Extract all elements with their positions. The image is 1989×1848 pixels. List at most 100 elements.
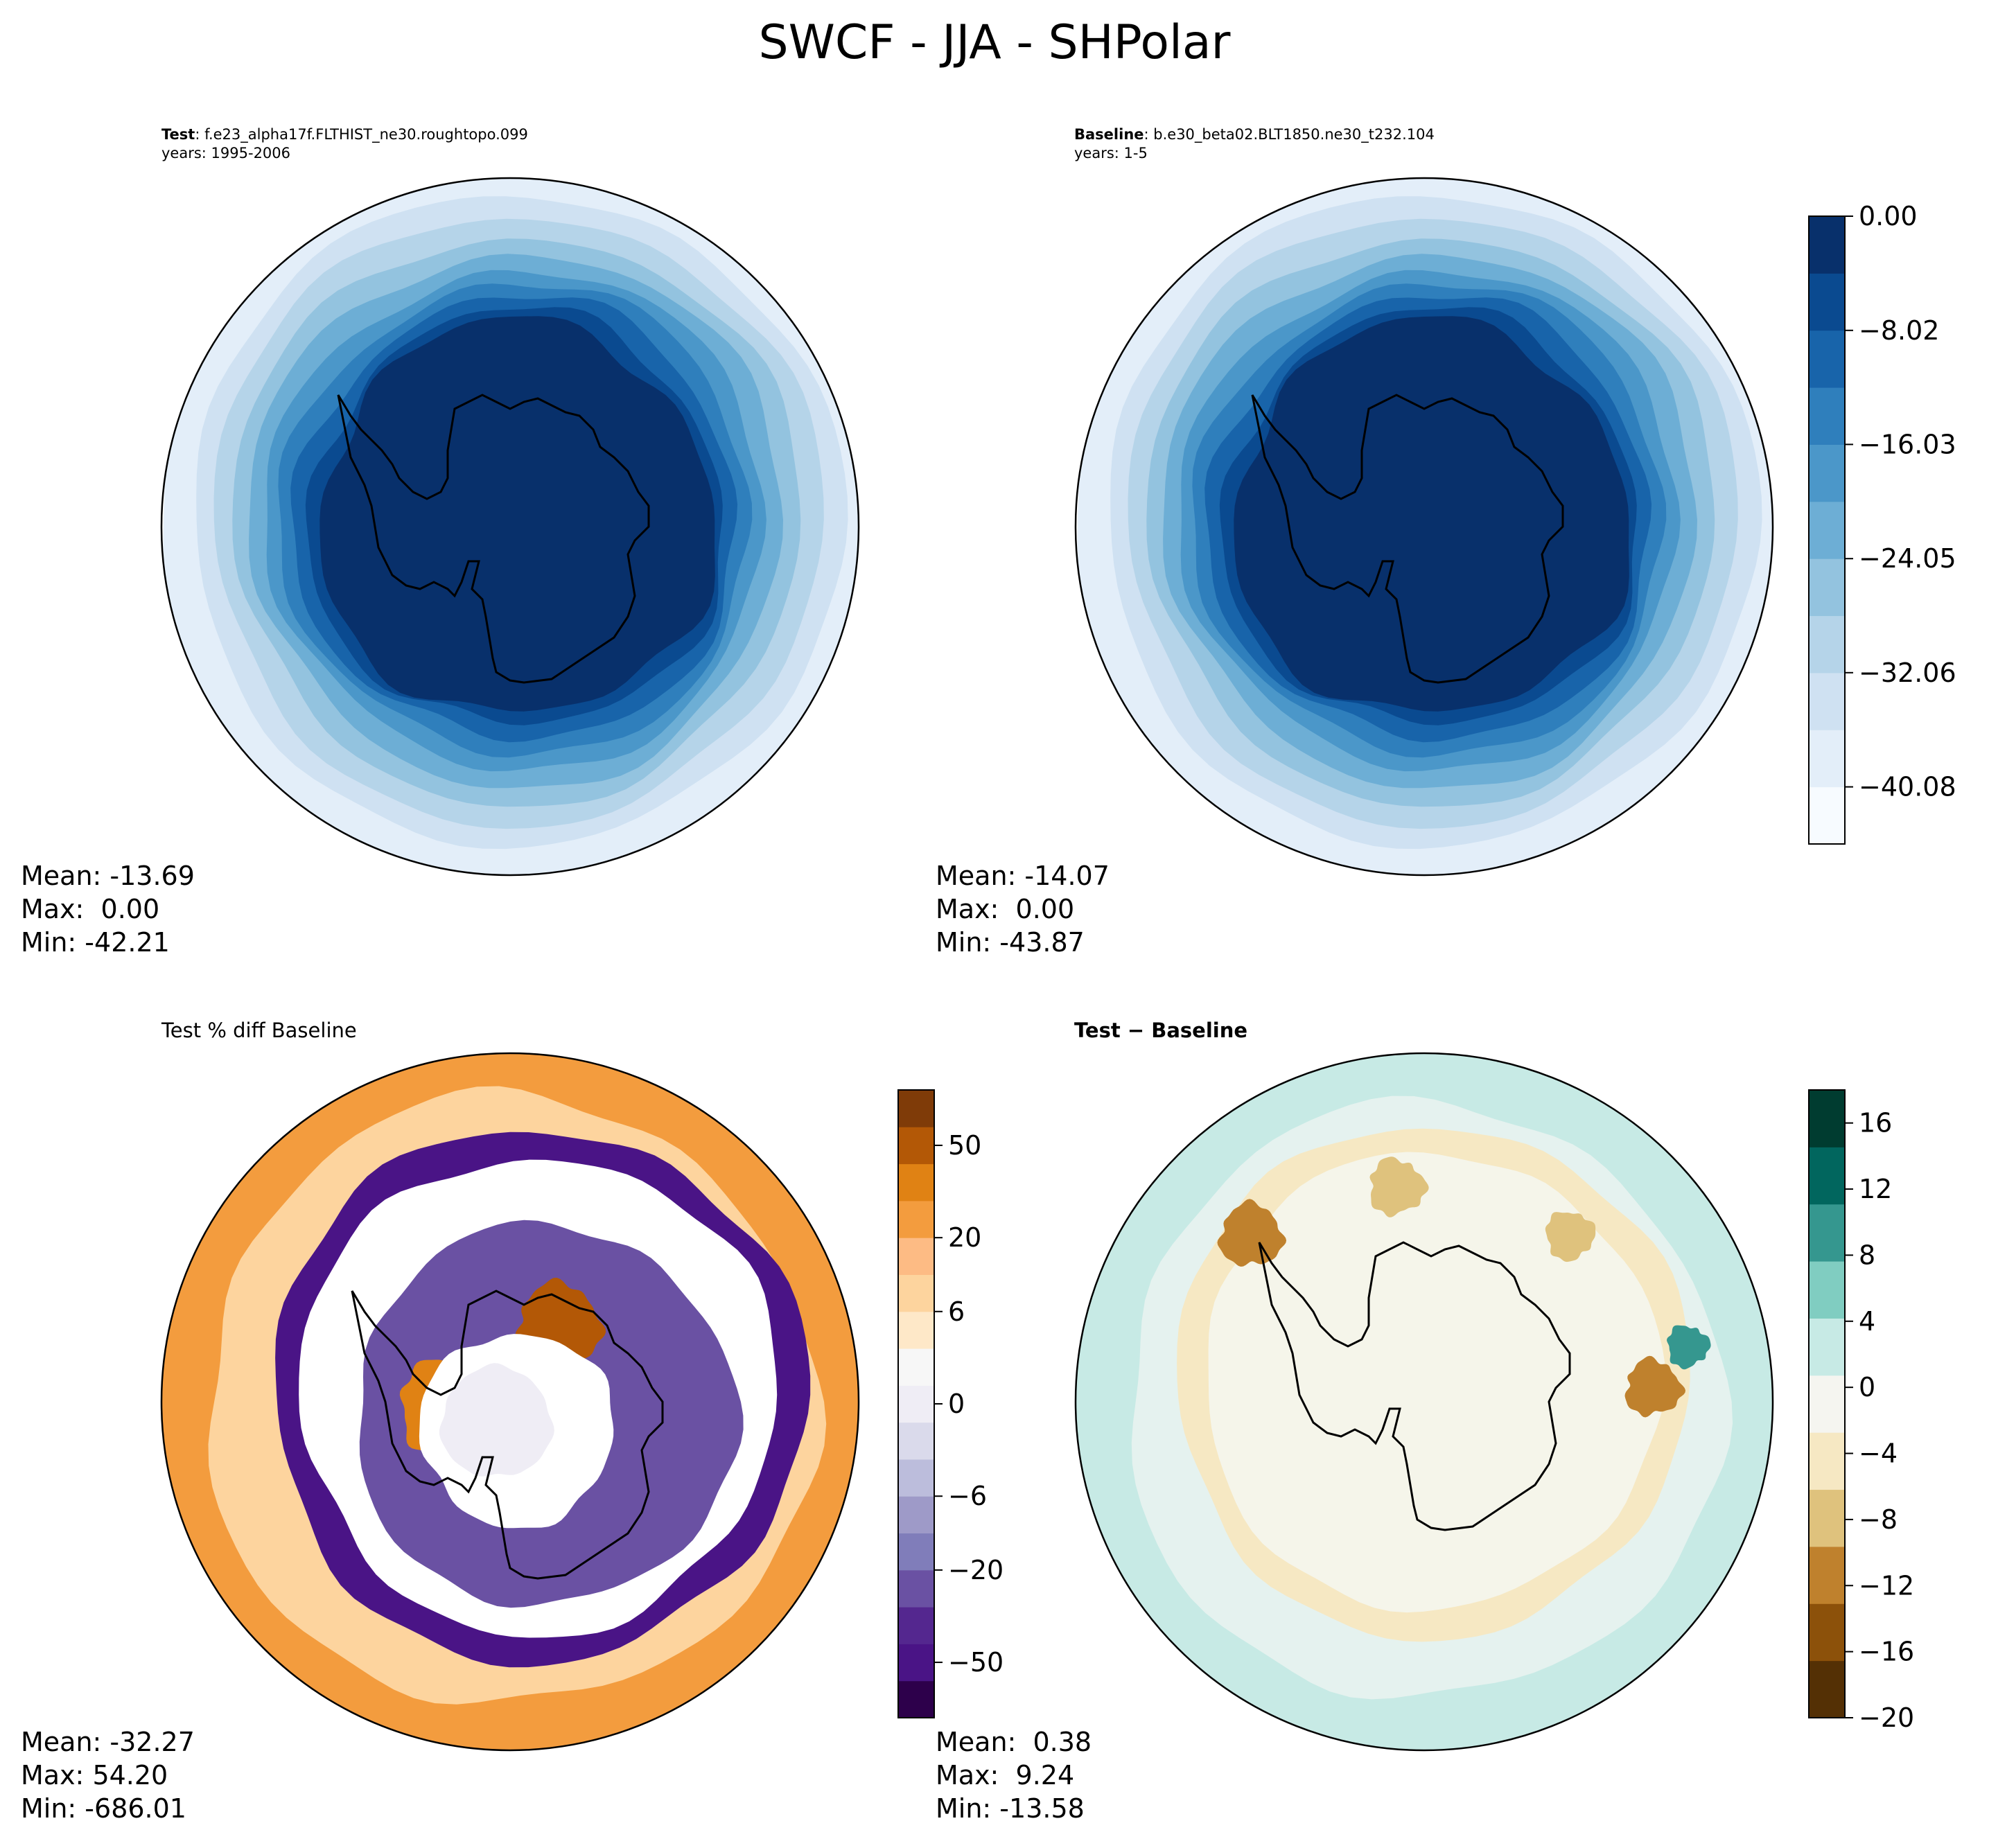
baseline-colorbar-tick-label: 0.00 [1859, 201, 1918, 231]
baseline-colorbar-segment [1809, 786, 1845, 845]
pctdiff-max: Max: 54.20 [21, 1760, 168, 1790]
baseline-colorbar-tick-label: −16.03 [1859, 429, 1956, 459]
pctdiff-colorbar-tick-label: −20 [948, 1555, 1004, 1585]
pctdiff-colorbar-segment [898, 1533, 934, 1571]
baseline-map [1077, 178, 1773, 875]
baseline-mean: Mean: -14.07 [936, 861, 1110, 891]
pctdiff-colorbar-segment [898, 1311, 934, 1349]
pctdiff-colorbar-segment [898, 1200, 934, 1238]
pctdiff-min: Min: -686.01 [21, 1793, 186, 1824]
diff-colorbar-tick-label: −20 [1859, 1702, 1914, 1733]
test-label: Test [161, 126, 195, 143]
baseline-colorbar-segment [1809, 273, 1845, 331]
test-years: years: 1995-2006 [161, 145, 291, 161]
diff-colorbar-segment [1809, 1489, 1845, 1547]
pctdiff-stats: Mean: -32.27 Max: 54.20 Min: -686.01 [21, 1725, 195, 1825]
test-map-outline [160, 177, 860, 877]
baseline-colorbar-tick-label: −40.08 [1859, 772, 1956, 802]
pctdiff-colorbar-segment [898, 1422, 934, 1460]
pctdiff-colorbar-segment [898, 1127, 934, 1165]
baseline-colorbar-segment [1809, 216, 1845, 274]
baseline-map-outline [1074, 177, 1774, 877]
diff-brown-patch [1217, 1199, 1287, 1267]
map-panels [160, 177, 1774, 1752]
diff-colorbar-segment [1809, 1375, 1845, 1433]
diff-brown-patch [1624, 1355, 1685, 1418]
diff-colorbar-segment [1809, 1546, 1845, 1604]
diff-colorbar-segment [1809, 1090, 1845, 1147]
diff-colorbar-segment [1809, 1603, 1845, 1662]
diff-colorbar-segment [1809, 1318, 1845, 1376]
baseline-colorbar-frame [1808, 215, 1846, 845]
diff-max: Max: 9.24 [936, 1760, 1075, 1790]
pctdiff-colorbar-segment [898, 1238, 934, 1275]
pctdiff-colorbar-tick-label: −50 [948, 1647, 1004, 1678]
diff-colorbar-tick-label: 16 [1859, 1108, 1892, 1138]
baseline-colorbar-segment [1809, 615, 1845, 674]
test-stats: Mean: -13.69 Max: 0.00 Min: -42.21 [21, 859, 195, 959]
test-case-name: : f.e23_alpha17f.FLTHIST_ne30.roughtopo.… [195, 126, 528, 143]
pctdiff-colorbar-tick-label: 0 [948, 1389, 965, 1419]
baseline-colorbar-segment [1809, 558, 1845, 617]
baseline-colorbar-segment [1809, 672, 1845, 730]
pctdiff-colorbar-segment [898, 1274, 934, 1312]
test-min: Min: -42.21 [21, 927, 170, 958]
baseline-colorbar-tick-label: −24.05 [1859, 543, 1956, 574]
pctdiff-mean: Mean: -32.27 [21, 1727, 195, 1757]
figure-title: SWCF - JJA - SHPolar [758, 15, 1231, 70]
pctdiff-center [439, 1363, 554, 1477]
pctdiff-map-outline [160, 1052, 860, 1752]
diff-map-outline [1074, 1052, 1774, 1752]
pctdiff-map [161, 1053, 859, 1750]
diff-colorbar-tick-label: 12 [1859, 1174, 1892, 1204]
diff-colorbar-segment [1809, 1147, 1845, 1205]
pctdiff-colorbar-segment [898, 1348, 934, 1386]
pctdiff-colorbar-segment [898, 1680, 934, 1718]
baseline-colorbar-segment [1809, 387, 1845, 445]
pctdiff-colorbar-segment [898, 1163, 934, 1202]
baseline-min: Min: -43.87 [936, 927, 1085, 958]
diff-colorbar-tick-label: −8 [1859, 1504, 1898, 1535]
test-map [163, 178, 859, 875]
baseline-colorbar-tick-label: −32.06 [1859, 658, 1956, 688]
pctdiff-colorbar-segment [898, 1644, 934, 1682]
baseline-colorbar-segment [1809, 444, 1845, 502]
pctdiff-colorbar-tick-label: 50 [948, 1130, 981, 1161]
baseline-contour-band [1234, 316, 1629, 712]
diff-colorbar-tick-label: 4 [1859, 1306, 1875, 1337]
diff-colorbar-tick-label: 8 [1859, 1240, 1875, 1270]
diff-colorbar-tick-label: −16 [1859, 1637, 1914, 1667]
baseline-case-name: : b.e30_beta02.BLT1850.ne30_t232.104 [1144, 126, 1435, 143]
diff-panel-title: Test − Baseline [1074, 1019, 1248, 1042]
test-mean: Mean: -13.69 [21, 861, 195, 891]
diff-inner [1208, 1152, 1666, 1613]
baseline-max: Max: 0.00 [936, 894, 1075, 924]
pctdiff-panel-title: Test % diff Baseline [161, 1019, 357, 1042]
test-contour-band [319, 316, 715, 712]
test-max: Max: 0.00 [21, 894, 160, 924]
diff-colorbar-frame [1808, 1089, 1846, 1718]
pctdiff-colorbar-segment [898, 1385, 934, 1423]
diff-colorbar-segment [1809, 1204, 1845, 1262]
test-panel-title: Test: f.e23_alpha17f.FLTHIST_ne30.rought… [161, 125, 528, 163]
pctdiff-colorbar-segment [898, 1569, 934, 1608]
diff-colorbar-tick-label: 0 [1859, 1372, 1875, 1402]
diff-map [1076, 1053, 1773, 1750]
diff-stats: Mean: 0.38 Max: 9.24 Min: -13.58 [936, 1725, 1092, 1825]
baseline-colorbar-segment [1809, 501, 1845, 559]
diff-colorbar-segment [1809, 1432, 1845, 1490]
diff-brown-patch [1545, 1212, 1596, 1262]
diff-colorbar-tick-label: −4 [1859, 1438, 1898, 1469]
baseline-colorbar-segment [1809, 730, 1845, 788]
baseline-colorbar-tick-label: −8.02 [1859, 315, 1939, 346]
baseline-years: years: 1-5 [1074, 145, 1148, 161]
diff-min: Min: -13.58 [936, 1793, 1085, 1824]
diff-colorbar-segment [1809, 1660, 1845, 1718]
pctdiff-colorbar-segment [898, 1459, 934, 1497]
diff-colorbar-tick-label: −12 [1859, 1570, 1914, 1601]
pctdiff-colorbar-segment [898, 1607, 934, 1644]
diff-teal-patch [1667, 1325, 1711, 1370]
diff-brown-patch [1369, 1156, 1429, 1217]
baseline-panel-title: Baseline: b.e30_beta02.BLT1850.ne30_t232… [1074, 125, 1435, 163]
